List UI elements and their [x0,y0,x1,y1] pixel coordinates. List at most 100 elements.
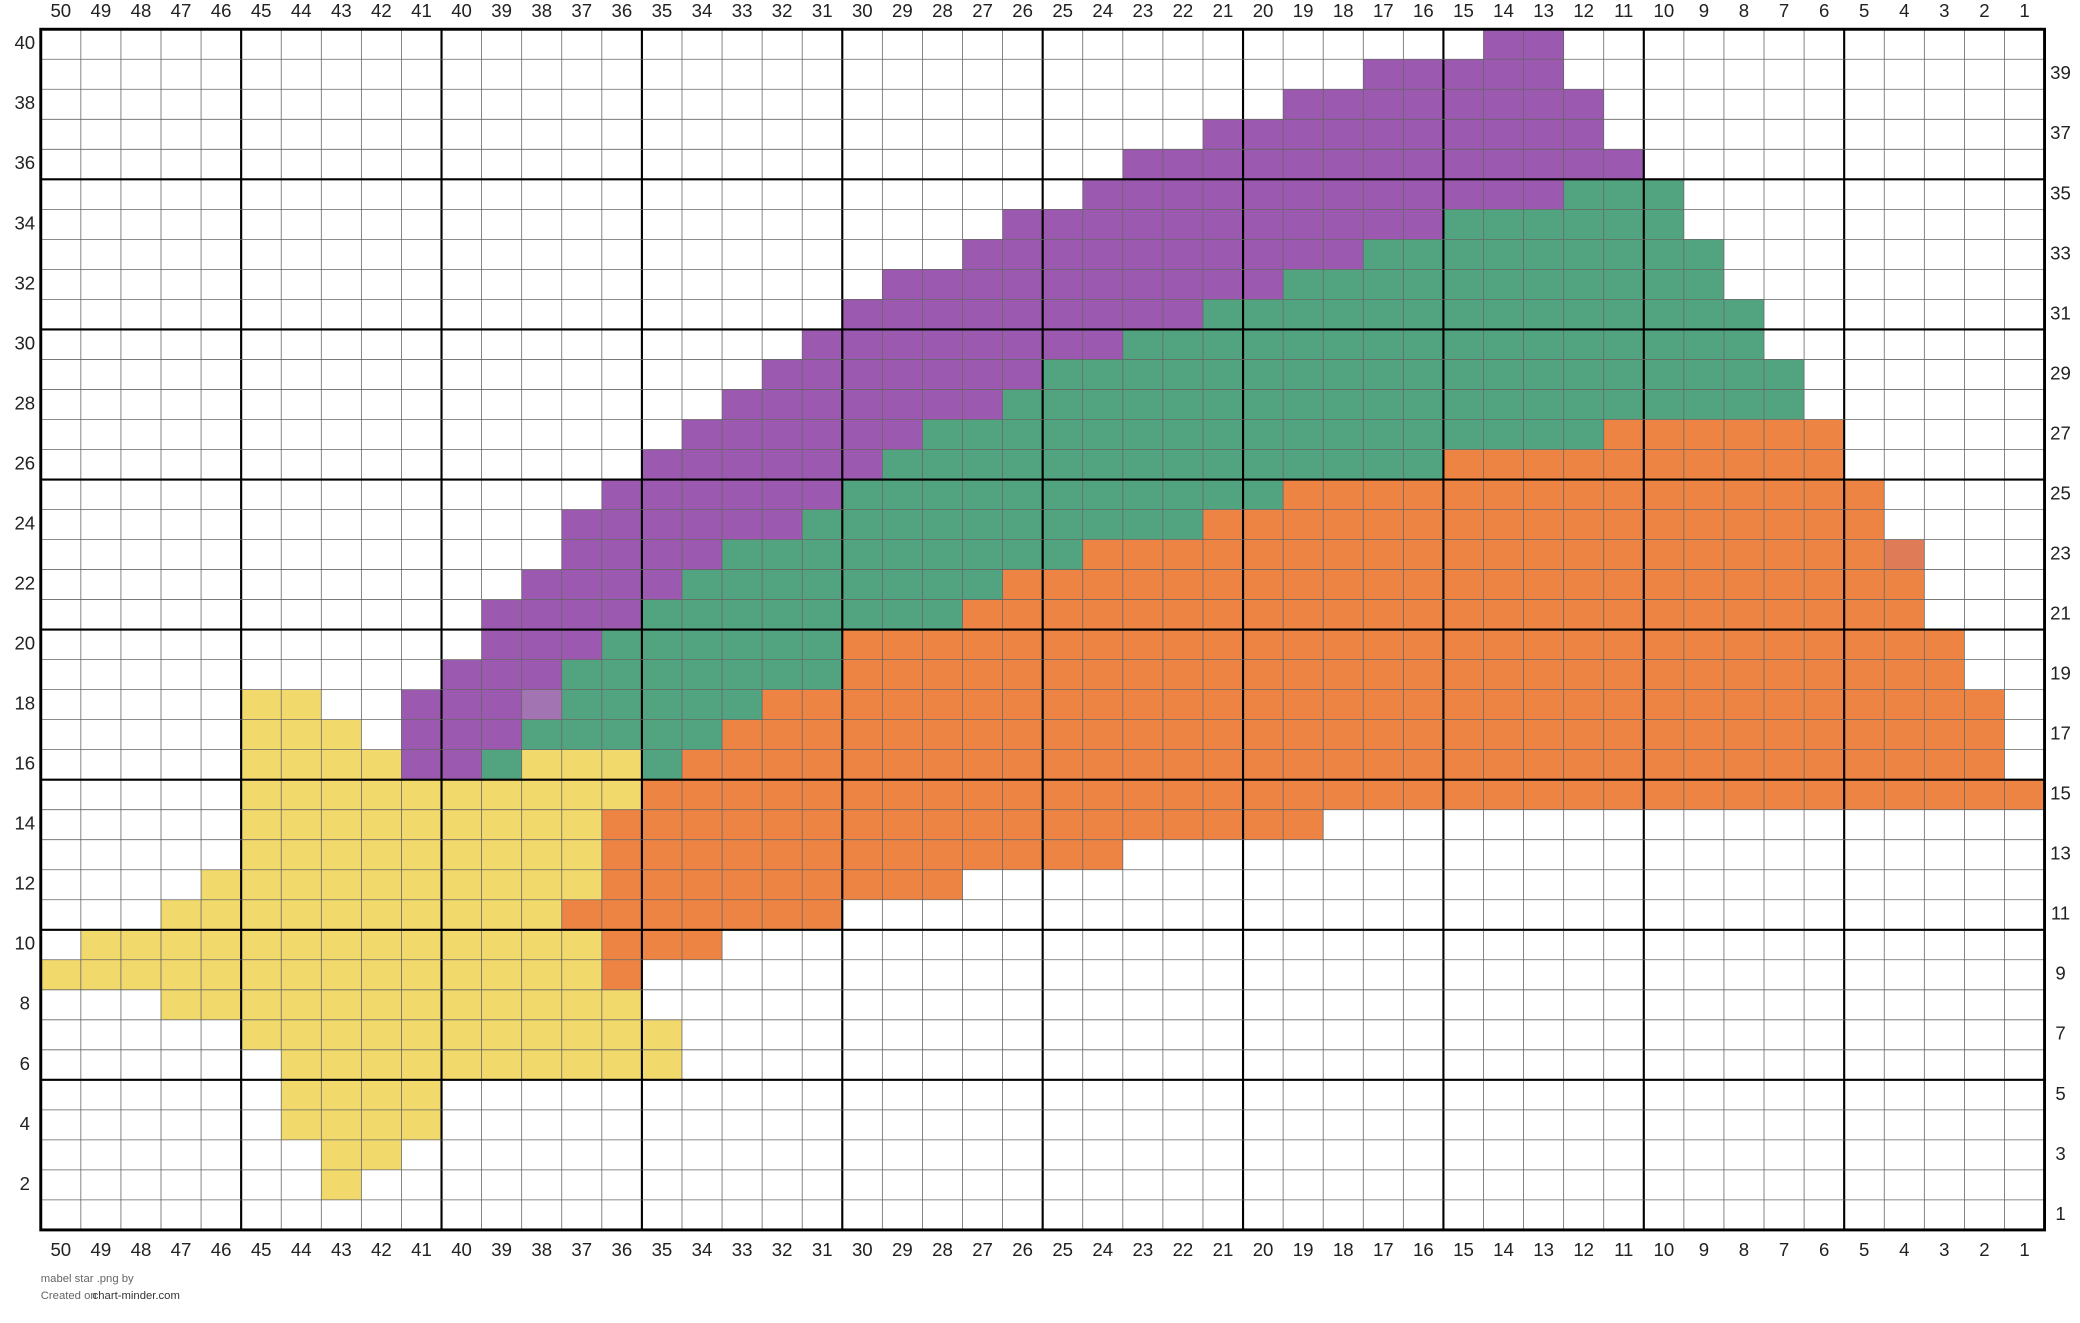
column-label-bottom: 49 [91,1239,112,1260]
stitch-run [561,689,763,720]
stitch-run [241,809,602,840]
stitch-run [601,959,642,990]
stitch-run [441,659,562,690]
stitch-run [1283,269,1724,300]
column-label-top: 40 [451,0,472,21]
column-label-top: 14 [1493,0,1514,21]
row-label-left: 22 [14,572,35,593]
column-label-top: 4 [1899,0,1909,21]
stitch-run [922,419,1604,450]
row-label-right: 27 [2050,422,2071,443]
column-label-bottom: 13 [1533,1239,1554,1260]
column-label-bottom: 5 [1859,1239,1869,1260]
row-label-left: 16 [14,753,35,774]
column-label-top: 13 [1533,0,1554,21]
column-label-bottom: 46 [211,1239,232,1260]
column-label-bottom: 6 [1819,1239,1829,1260]
stitch-run [762,689,2005,720]
column-label-top: 31 [812,0,833,21]
column-label-bottom: 7 [1779,1239,1789,1260]
column-label-top: 2 [1979,0,1989,21]
row-label-right: 19 [2050,663,2071,684]
column-label-bottom: 29 [892,1239,913,1260]
row-label-right: 39 [2050,62,2071,83]
row-label-left: 24 [14,512,35,533]
row-label-left: 34 [14,212,35,233]
stitch-run [401,689,522,720]
column-label-top: 49 [91,0,112,21]
column-label-top: 15 [1453,0,1474,21]
column-label-top: 5 [1859,0,1869,21]
stitch-run [561,659,843,690]
column-label-bottom: 24 [1092,1239,1113,1260]
column-label-top: 50 [50,0,71,21]
stitch-run [481,749,522,780]
row-label-right: 35 [2050,182,2071,203]
column-label-top: 37 [571,0,592,21]
column-label-top: 32 [772,0,793,21]
column-label-top: 36 [612,0,633,21]
column-label-bottom: 21 [1213,1239,1234,1260]
column-label-top: 16 [1413,0,1434,21]
column-label-bottom: 22 [1173,1239,1194,1260]
stitch-run [401,719,522,750]
row-label-left: 38 [14,92,35,113]
row-label-right: 11 [2051,903,2070,924]
column-label-bottom: 15 [1453,1239,1474,1260]
column-label-top: 44 [291,0,312,21]
stitch-run [601,839,1123,870]
column-label-bottom: 27 [972,1239,993,1260]
stitch-run [1122,149,1644,180]
column-label-top: 33 [732,0,753,21]
column-label-top: 47 [171,0,192,21]
column-label-bottom: 34 [692,1239,713,1260]
stitch-run [521,749,642,780]
row-label-right: 1 [2055,1203,2065,1224]
footer-site[interactable]: chart-minder.com [93,1290,180,1302]
row-label-left: 2 [20,1173,30,1194]
column-label-top: 3 [1939,0,1949,21]
column-label-bottom: 9 [1699,1239,1709,1260]
row-label-left: 10 [14,933,35,954]
stitch-run [561,899,843,930]
row-label-left: 18 [14,693,35,714]
column-label-bottom: 44 [291,1239,312,1260]
column-label-bottom: 40 [451,1239,472,1260]
column-label-bottom: 37 [571,1239,592,1260]
row-label-left: 6 [20,1053,30,1074]
column-label-bottom: 19 [1293,1239,1314,1260]
column-label-top: 12 [1573,0,1594,21]
column-label-top: 1 [2019,0,2029,21]
column-label-top: 30 [852,0,873,21]
stitch-run [601,869,963,900]
column-label-top: 27 [972,0,993,21]
row-label-left: 28 [14,392,35,413]
row-label-right: 17 [2050,723,2071,744]
column-label-bottom: 11 [1614,1239,1633,1260]
stitch-run [241,1019,682,1050]
row-label-left: 32 [14,272,35,293]
column-label-bottom: 12 [1573,1239,1594,1260]
column-label-top: 46 [211,0,232,21]
footer-title: mabel star .png by [41,1273,134,1285]
row-label-left: 20 [14,633,35,654]
column-label-bottom: 23 [1132,1239,1153,1260]
row-label-right: 37 [2050,122,2071,143]
column-label-bottom: 8 [1739,1239,1749,1260]
row-label-left: 4 [20,1113,30,1134]
row-label-right: 3 [2055,1143,2065,1164]
stitch-run [842,479,1284,510]
stitch-run [1363,239,1724,270]
column-label-bottom: 33 [732,1239,753,1260]
row-label-right: 15 [2050,783,2071,804]
row-label-left: 30 [14,332,35,353]
column-label-bottom: 45 [251,1239,272,1260]
column-label-bottom: 36 [612,1239,633,1260]
column-label-bottom: 35 [652,1239,673,1260]
column-label-top: 29 [892,0,913,21]
column-label-top: 48 [131,0,152,21]
column-label-bottom: 50 [50,1239,71,1260]
stitch-run [521,719,723,750]
column-label-top: 28 [932,0,953,21]
